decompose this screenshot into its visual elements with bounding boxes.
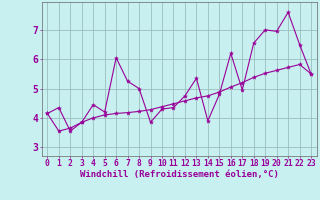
X-axis label: Windchill (Refroidissement éolien,°C): Windchill (Refroidissement éolien,°C) [80, 170, 279, 179]
